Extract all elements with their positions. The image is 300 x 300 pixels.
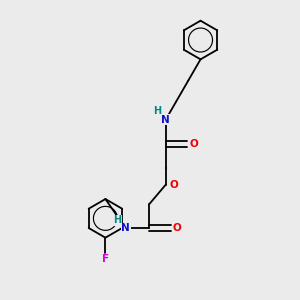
Text: F: F <box>102 254 109 264</box>
Text: O: O <box>189 139 198 149</box>
Text: H: H <box>153 106 161 116</box>
Text: O: O <box>169 180 178 190</box>
Text: H: H <box>113 215 122 225</box>
Text: N: N <box>161 115 170 124</box>
Text: N: N <box>121 224 130 233</box>
Text: O: O <box>173 224 182 233</box>
